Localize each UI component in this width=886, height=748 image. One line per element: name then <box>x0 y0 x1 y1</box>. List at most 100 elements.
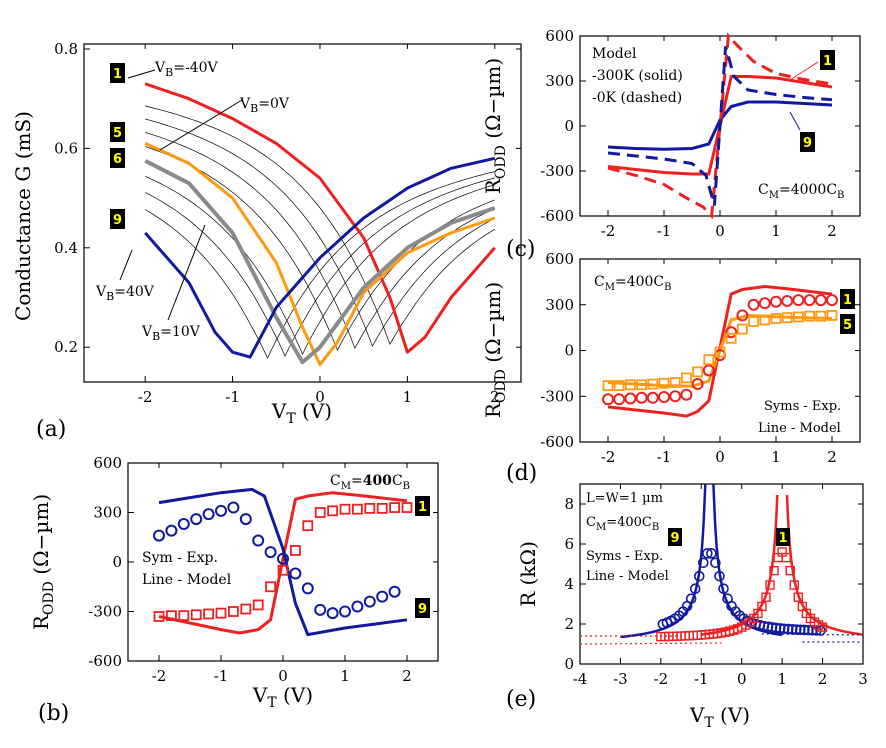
legend-line: Line - Model <box>758 421 841 436</box>
data-point <box>289 567 302 580</box>
series-line <box>158 491 408 635</box>
data-point <box>769 565 779 576</box>
cm-label: CM=4000CB <box>758 182 844 201</box>
legend-line: Line - Model <box>586 569 669 584</box>
panel-a-xlabel: VT (V) <box>271 399 332 427</box>
data-point <box>685 593 697 604</box>
panel-a-ticks: -2 -1 0 1 2 0.2 0.4 0.6 0.8 <box>54 40 521 406</box>
series-line <box>144 159 496 365</box>
dotted-line <box>579 642 722 645</box>
data-point <box>277 552 289 565</box>
data-point <box>766 622 778 633</box>
data-point <box>681 372 692 384</box>
panel-e-frame <box>579 483 864 665</box>
x-tick-label: -1 <box>225 388 240 406</box>
data-point <box>202 508 215 521</box>
data-point <box>302 520 314 532</box>
data-point <box>165 524 178 537</box>
x-tick-label: 2 <box>490 388 500 406</box>
series-line <box>144 156 496 359</box>
panel-b-xlabel: VT (V) <box>252 683 313 711</box>
data-point <box>815 310 827 322</box>
data-point <box>826 294 838 307</box>
x-tick-label: -2 <box>601 448 616 466</box>
x-tick-label: -1 <box>214 667 229 685</box>
panel-a-frame <box>83 43 522 383</box>
data-point <box>215 607 227 619</box>
y-tick-label: 300 <box>93 504 122 522</box>
arrow-line <box>167 224 206 321</box>
data-point <box>153 611 165 622</box>
panel-d-plot <box>602 284 838 418</box>
data-point <box>689 583 701 595</box>
x-tick-label: 3 <box>858 670 868 688</box>
y-tick-label: 0 <box>564 342 574 360</box>
data-point <box>691 378 704 391</box>
data-point <box>725 332 737 344</box>
thin-series-line <box>145 118 495 348</box>
arrow-line <box>159 99 243 151</box>
data-point <box>795 624 806 636</box>
data-point <box>602 393 614 406</box>
x-tick-label: 0 <box>278 667 288 685</box>
data-point <box>190 609 202 621</box>
data-point <box>758 297 771 310</box>
dotted-line <box>761 633 864 636</box>
x-tick-label: 2 <box>402 667 412 685</box>
data-point <box>747 298 760 311</box>
series-line <box>785 494 864 636</box>
data-point <box>781 552 791 563</box>
y-tick-label: 0 <box>564 655 574 673</box>
badge: 1 <box>820 50 835 70</box>
x-tick-label: 2 <box>827 222 837 240</box>
data-point <box>778 623 790 635</box>
panel-c-label: (c) <box>506 237 536 262</box>
x-tick-label: -2 <box>152 667 167 685</box>
panel-a: -2 -1 0 1 2 0.2 0.4 0.6 0.8 Conductance G (mS) V… <box>11 40 522 442</box>
data-point <box>737 323 748 335</box>
y-tick-label: -600 <box>88 652 122 670</box>
arrow-line <box>119 249 133 281</box>
data-point <box>277 564 289 576</box>
panel-b-ticks: -2 -1 0 1 2 -600 -300 0 300 600 <box>88 454 438 685</box>
panel-d: -2 -1 0 1 2 -600 -300 0 300 600 RODD (Ω−µm) (d) C… <box>481 250 861 486</box>
thin-series-line <box>145 177 495 358</box>
series-line <box>607 32 833 220</box>
data-point <box>759 314 771 326</box>
legend-line: L=W=1 µm <box>586 491 663 506</box>
data-point <box>613 380 625 391</box>
x-tick-label: -1 <box>657 222 672 240</box>
svg-text:9: 9 <box>670 531 679 546</box>
data-point <box>706 548 717 559</box>
badge: 1 <box>110 63 125 83</box>
y-tick-label: -300 <box>88 603 122 621</box>
x-tick-label: 1 <box>403 388 413 406</box>
badge: 1 <box>776 528 790 546</box>
data-point <box>765 580 775 590</box>
arrow-line <box>127 69 156 79</box>
data-point <box>826 310 838 321</box>
y-tick-label: 0.2 <box>54 338 78 356</box>
x-tick-label: -3 <box>613 670 628 688</box>
data-point <box>781 294 794 307</box>
x-tick-label: -1 <box>694 670 709 688</box>
svg-text:9: 9 <box>113 213 122 228</box>
panel-e-ylabel: R (kΩ) <box>516 541 540 607</box>
data-point <box>799 624 810 636</box>
data-point <box>669 390 682 403</box>
svg-text:1: 1 <box>778 531 787 546</box>
data-point <box>602 380 614 391</box>
y-tick-label: -300 <box>540 162 574 180</box>
data-point <box>770 295 782 308</box>
y-tick-label: -300 <box>540 387 574 405</box>
svg-text:1: 1 <box>823 54 832 69</box>
y-tick-label: 0 <box>564 117 574 135</box>
x-tick-label: 1 <box>771 448 781 466</box>
y-tick-label: -600 <box>540 433 574 451</box>
data-point <box>814 294 827 307</box>
data-point <box>714 346 726 358</box>
panel-d-ylabel: RODD (Ω−µm) <box>481 282 509 418</box>
cm-label: CM=400CB <box>594 274 672 293</box>
data-point <box>326 607 339 620</box>
x-tick-label: 1 <box>771 222 781 240</box>
